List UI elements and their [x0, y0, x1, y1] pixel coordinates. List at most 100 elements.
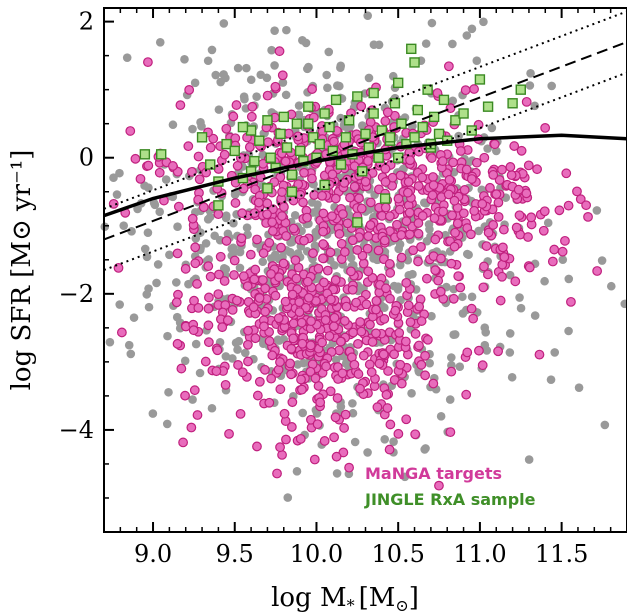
background-point — [270, 61, 279, 70]
jingle-point — [515, 84, 526, 95]
background-point — [165, 250, 174, 260]
manga-point — [332, 393, 343, 403]
manga-point — [288, 318, 299, 329]
background-point — [364, 73, 374, 83]
y-tick-label: 0 — [79, 144, 94, 172]
background-point — [155, 207, 165, 217]
background-point — [278, 78, 288, 87]
manga-point — [355, 383, 365, 394]
manga-point — [379, 235, 390, 246]
manga-point — [294, 297, 305, 308]
background-point — [464, 250, 473, 260]
jingle-point — [303, 118, 314, 129]
jingle-point — [482, 101, 494, 112]
background-point — [525, 81, 535, 90]
manga-point — [563, 200, 574, 211]
background-point — [348, 408, 358, 418]
background-point — [335, 81, 344, 91]
manga-point — [262, 90, 273, 101]
jingle-point — [249, 155, 260, 167]
manga-point — [566, 296, 576, 307]
manga-point — [344, 462, 354, 473]
background-point — [298, 408, 308, 418]
solid-line — [103, 133, 627, 218]
x-axis-label-unit-end: ] — [409, 583, 419, 613]
background-point — [448, 39, 457, 49]
manga-point — [356, 203, 367, 214]
background-point — [324, 47, 334, 57]
manga-point — [435, 286, 446, 297]
background-point — [153, 260, 163, 269]
manga-point — [294, 307, 305, 318]
background-point — [140, 244, 150, 254]
background-point — [393, 285, 403, 294]
manga-point — [217, 322, 228, 333]
background-point — [505, 270, 515, 280]
manga-point — [572, 186, 582, 197]
manga-point — [438, 206, 449, 217]
manga-point — [352, 245, 363, 255]
manga-point — [309, 454, 320, 465]
background-point — [507, 372, 517, 382]
manga-point — [380, 177, 391, 187]
manga-point — [227, 304, 238, 315]
jingle-point — [357, 166, 368, 177]
jingle-point — [237, 121, 249, 133]
manga-point — [526, 212, 537, 223]
x-tick-label: 11.0 — [453, 540, 506, 568]
manga-point — [410, 429, 421, 440]
manga-point — [477, 199, 488, 209]
background-point — [144, 183, 153, 192]
jingle-point — [308, 132, 319, 143]
background-point — [190, 78, 200, 88]
jingle-point — [409, 132, 420, 143]
manga-point — [268, 226, 278, 236]
background-point — [455, 362, 465, 371]
x-axis-label-unit-sub: ⊙ — [395, 596, 408, 615]
manga-point — [516, 145, 527, 156]
background-point — [543, 218, 553, 228]
manga-point — [229, 255, 240, 266]
manga-point — [291, 273, 302, 284]
background-point — [312, 409, 322, 418]
manga-point — [474, 345, 484, 356]
manga-point — [363, 231, 374, 242]
legend-label-manga: MaNGA targets — [365, 464, 502, 483]
manga-point — [353, 369, 364, 379]
manga-point — [509, 141, 520, 151]
manga-point — [330, 193, 341, 204]
manga-point — [430, 234, 441, 245]
manga-point — [221, 236, 232, 246]
background-point — [219, 264, 229, 273]
manga-point — [478, 282, 489, 293]
manga-point — [416, 359, 427, 370]
manga-point — [242, 339, 253, 350]
manga-point — [320, 315, 331, 325]
jingle-point — [379, 193, 391, 204]
manga-point — [248, 302, 259, 313]
manga-point — [488, 220, 499, 230]
manga-point — [229, 270, 239, 280]
manga-point — [213, 164, 224, 174]
manga-point — [371, 328, 381, 339]
manga-point — [212, 345, 223, 356]
jingle-point — [294, 145, 306, 157]
manga-point — [254, 293, 265, 303]
jingle-point — [205, 159, 216, 170]
manga-point — [466, 303, 477, 314]
background-point — [258, 257, 268, 267]
manga-point — [308, 248, 318, 259]
manga-point — [429, 213, 440, 223]
manga-point — [495, 295, 506, 306]
manga-point — [264, 336, 275, 346]
background-point — [425, 225, 434, 234]
background-point — [228, 243, 238, 253]
manga-point — [488, 169, 499, 180]
y-tick-label: −2 — [59, 280, 94, 308]
background-point — [462, 31, 472, 40]
manga-point — [259, 321, 269, 332]
manga-point — [384, 211, 395, 222]
background-point — [233, 345, 242, 354]
manga-point — [514, 210, 525, 221]
manga-point — [236, 233, 247, 244]
